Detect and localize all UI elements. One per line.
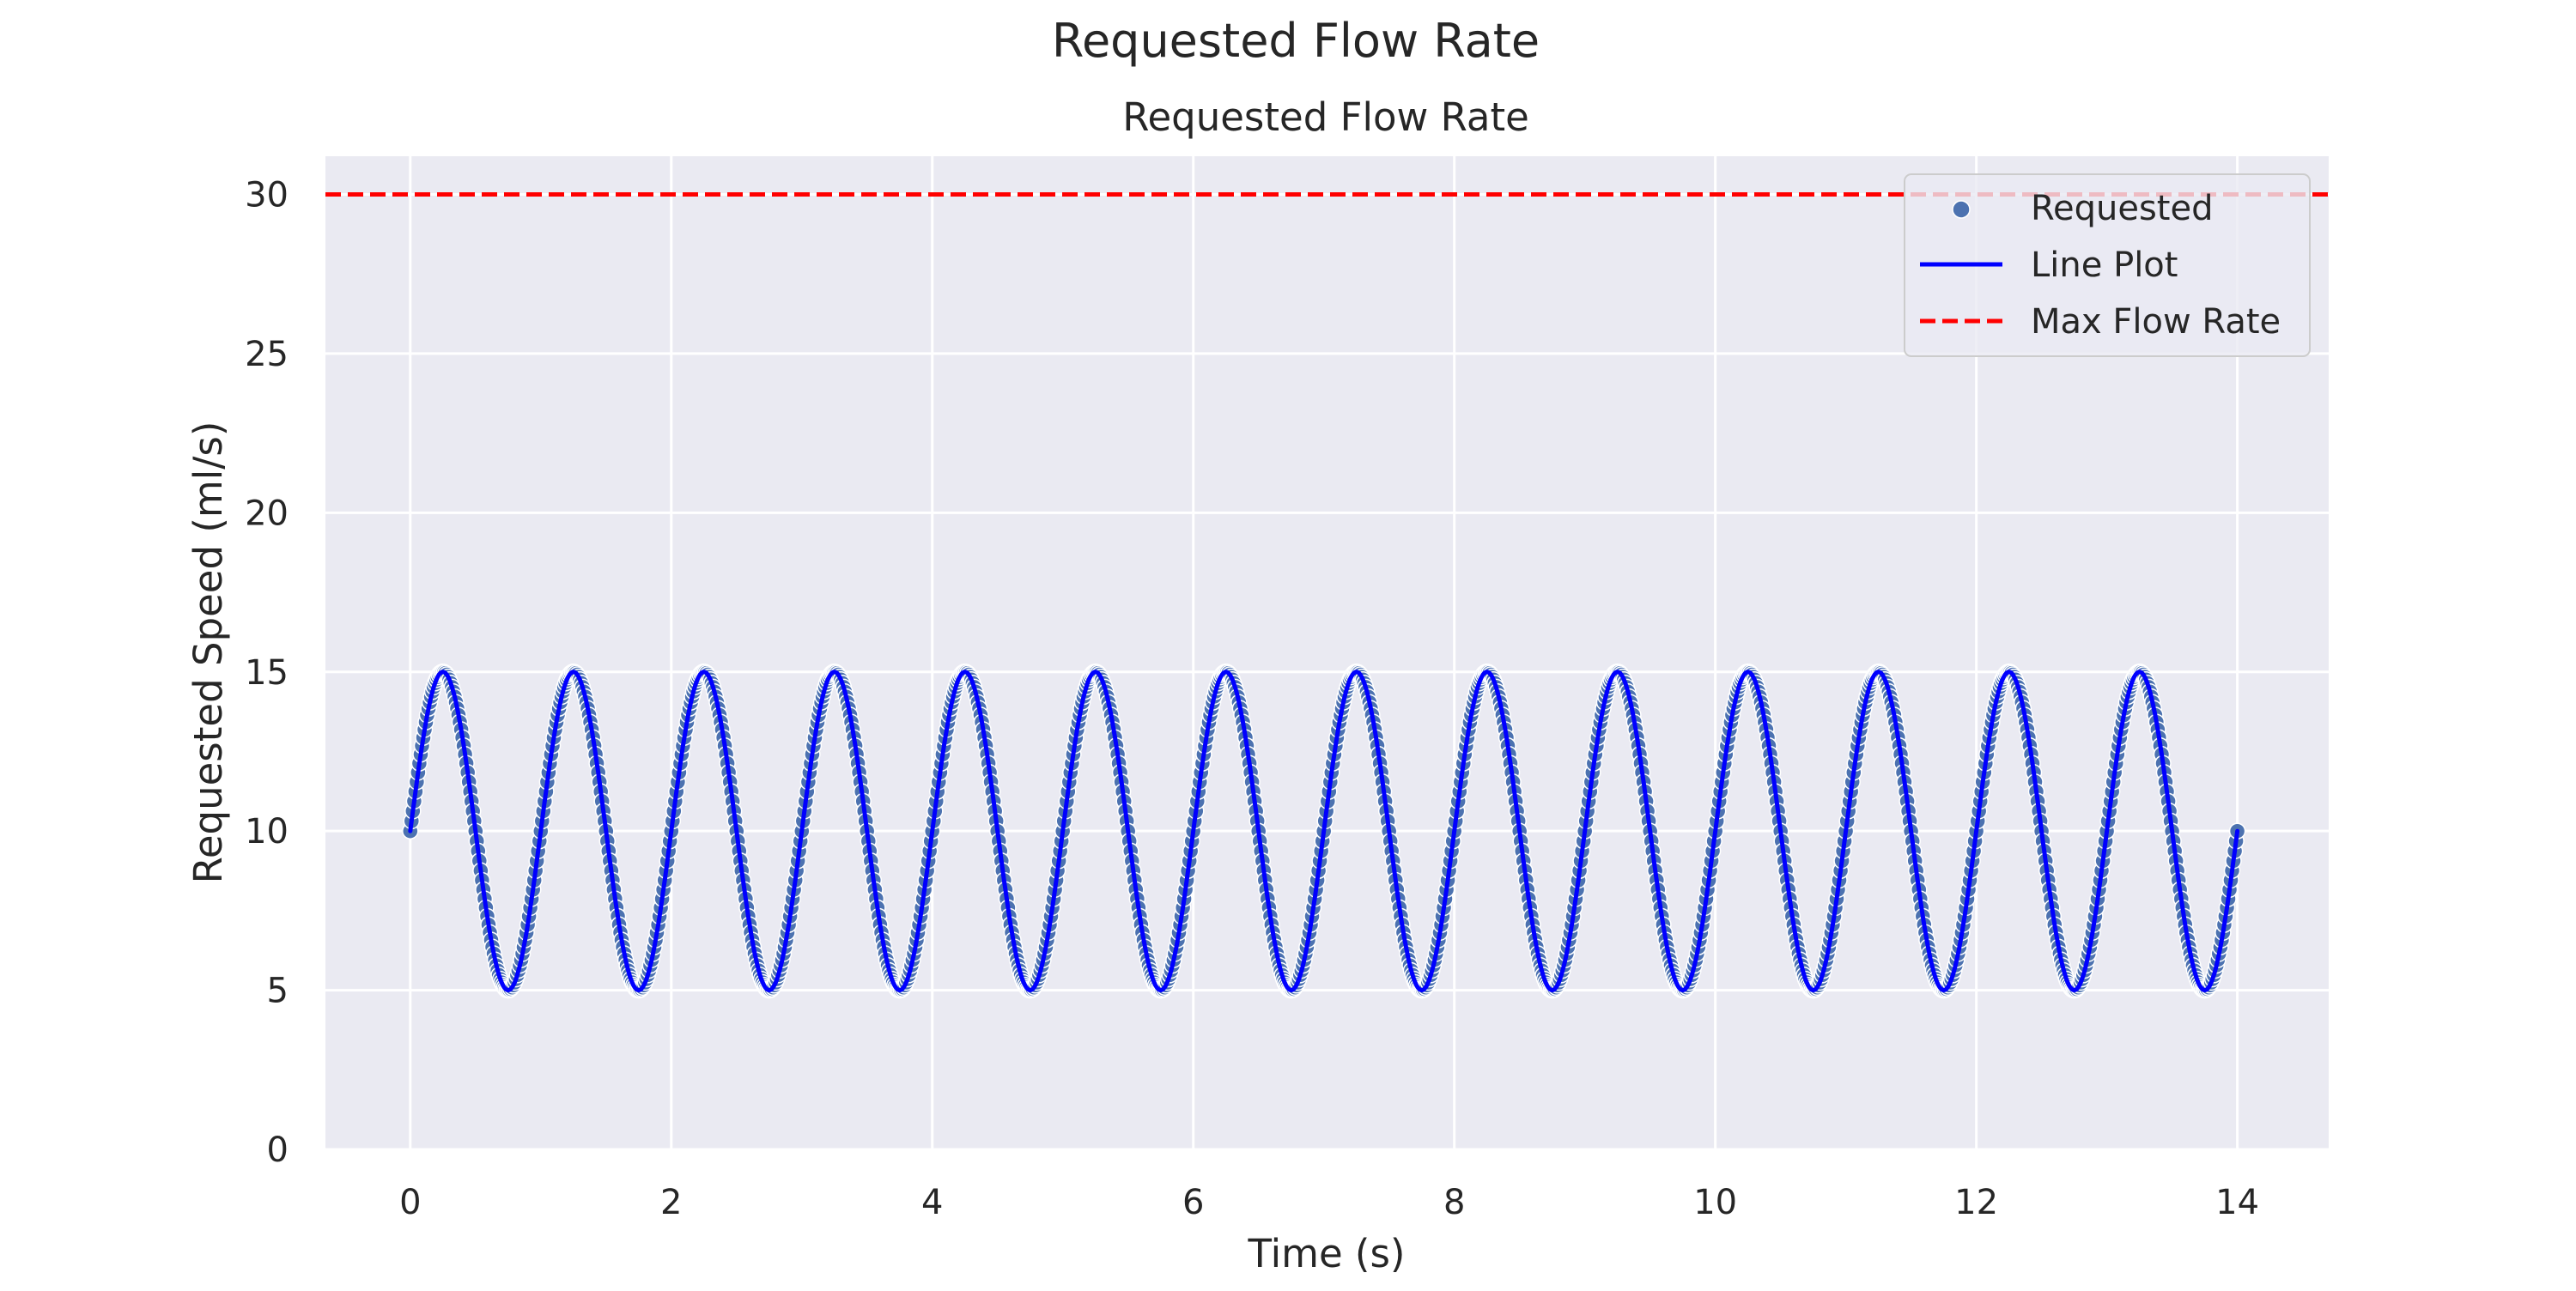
tick-labels: 0 2 4 6 8 10 12 14 0 5 10 15 20 25 30	[245, 176, 2259, 1223]
x-axis-label: Time (s)	[1248, 1231, 1406, 1276]
legend-box	[1904, 173, 2311, 357]
y-tick-label: 25	[245, 335, 289, 374]
axes-title: Requested Flow Rate	[1122, 94, 1529, 140]
y-tick-label: 30	[245, 176, 289, 215]
line-plot-path	[408, 670, 2240, 993]
y-axis-label: Requested Speed (ml/s)	[185, 421, 231, 884]
legend-label-max-flow-rate: Max Flow Rate	[2031, 302, 2281, 342]
y-tick-label: 20	[245, 494, 289, 533]
figure-suptitle: Requested Flow Rate	[1052, 14, 1540, 68]
legend-swatch-requested	[1952, 200, 1971, 219]
x-tick-label: 12	[1954, 1183, 1998, 1222]
legend-label-requested: Requested	[2031, 189, 2213, 228]
y-tick-label: 15	[245, 653, 289, 693]
y-tick-label: 5	[267, 972, 289, 1011]
x-tick-label: 10	[1693, 1183, 1737, 1222]
x-tick-label: 4	[921, 1183, 943, 1222]
y-tick-label: 0	[267, 1130, 289, 1170]
legend-label-line-plot: Line Plot	[2031, 245, 2178, 285]
legend: Requested Line Plot Max Flow Rate	[1904, 173, 2311, 357]
x-tick-label: 2	[660, 1183, 682, 1222]
x-tick-label: 0	[399, 1183, 421, 1222]
x-tick-label: 8	[1443, 1183, 1465, 1222]
x-tick-label: 14	[2215, 1183, 2259, 1222]
y-tick-label: 10	[245, 812, 289, 852]
line-plot-layer	[408, 670, 2240, 993]
x-tick-label: 6	[1182, 1183, 1204, 1222]
